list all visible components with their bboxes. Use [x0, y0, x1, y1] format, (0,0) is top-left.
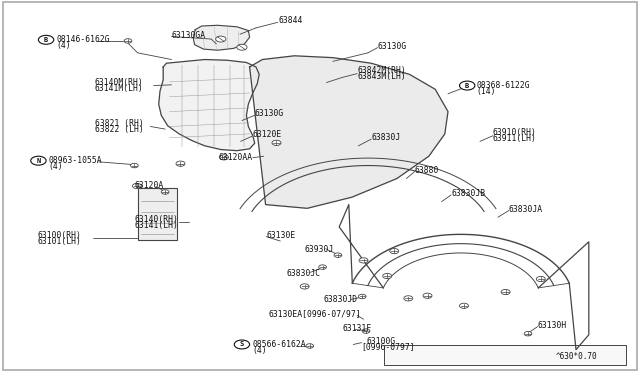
Text: 63911(LH): 63911(LH) — [493, 134, 537, 143]
Bar — [138, 188, 177, 240]
Text: 63120E: 63120E — [252, 130, 282, 139]
Text: 63140(RH): 63140(RH) — [134, 215, 179, 224]
Text: 63830JA: 63830JA — [509, 205, 543, 214]
Polygon shape — [250, 56, 448, 208]
Text: 63130EA[0996-07/97]: 63130EA[0996-07/97] — [269, 310, 362, 318]
Text: ^630*0.70: ^630*0.70 — [556, 352, 597, 361]
Circle shape — [423, 293, 432, 298]
Text: 63930J: 63930J — [305, 245, 334, 254]
Text: 63821 (RH): 63821 (RH) — [95, 119, 143, 128]
Text: 63830J: 63830J — [371, 133, 401, 142]
Text: 63842M(RH): 63842M(RH) — [357, 66, 406, 75]
Text: 63100G: 63100G — [366, 337, 396, 346]
Circle shape — [176, 161, 185, 166]
Text: 63130GA: 63130GA — [172, 31, 205, 40]
Circle shape — [216, 36, 226, 42]
Circle shape — [460, 81, 475, 90]
Text: 63130E: 63130E — [266, 231, 296, 240]
Text: (4): (4) — [252, 346, 267, 355]
Text: (14): (14) — [477, 87, 496, 96]
Circle shape — [334, 253, 342, 257]
Circle shape — [300, 284, 309, 289]
Circle shape — [272, 140, 281, 145]
Text: 63120A: 63120A — [134, 182, 164, 190]
Text: 63822 (LH): 63822 (LH) — [95, 125, 143, 134]
Circle shape — [390, 248, 399, 254]
Text: [0996-0797]: [0996-0797] — [362, 343, 415, 352]
Circle shape — [38, 35, 54, 44]
Circle shape — [536, 276, 545, 282]
Text: 63830JC: 63830JC — [287, 269, 321, 278]
Circle shape — [359, 258, 368, 263]
Text: 63130G: 63130G — [378, 42, 407, 51]
Circle shape — [358, 294, 366, 299]
Text: 63101(LH): 63101(LH) — [37, 237, 81, 246]
Text: 63130H: 63130H — [538, 321, 567, 330]
Circle shape — [131, 163, 138, 168]
Circle shape — [306, 344, 314, 348]
Text: 08146-6162G: 08146-6162G — [56, 35, 110, 44]
Circle shape — [132, 183, 141, 189]
Text: (4): (4) — [56, 41, 71, 50]
Circle shape — [501, 289, 510, 295]
Circle shape — [319, 265, 326, 269]
Text: B: B — [465, 83, 469, 89]
Text: 08368-6122G: 08368-6122G — [477, 81, 531, 90]
Text: 08566-6162A: 08566-6162A — [252, 340, 306, 349]
Text: 63140M(RH): 63140M(RH) — [95, 78, 143, 87]
Text: B: B — [44, 37, 48, 43]
Bar — [384, 345, 626, 365]
Text: 63910(RH): 63910(RH) — [493, 128, 537, 137]
Text: 63880: 63880 — [415, 166, 439, 174]
Circle shape — [234, 340, 250, 349]
Circle shape — [237, 44, 247, 50]
Text: 63131F: 63131F — [342, 324, 372, 333]
Polygon shape — [193, 25, 250, 50]
Text: (4): (4) — [49, 162, 63, 171]
Text: 63120AA: 63120AA — [219, 153, 253, 162]
Text: 63830JB: 63830JB — [451, 189, 485, 198]
Text: 63844: 63844 — [278, 16, 303, 25]
Text: 63830JD: 63830JD — [323, 295, 357, 304]
Text: 63141M(LH): 63141M(LH) — [95, 84, 143, 93]
Circle shape — [362, 329, 370, 333]
Text: S: S — [240, 341, 244, 347]
Text: 63141(LH): 63141(LH) — [134, 221, 179, 230]
Text: 63100(RH): 63100(RH) — [37, 231, 81, 240]
Text: 63130G: 63130G — [255, 109, 284, 118]
Circle shape — [161, 190, 169, 194]
Circle shape — [404, 296, 413, 301]
Circle shape — [383, 273, 392, 279]
Text: 08963-1055A: 08963-1055A — [49, 156, 102, 165]
Circle shape — [524, 331, 532, 336]
Circle shape — [220, 155, 228, 160]
Polygon shape — [159, 60, 259, 151]
Text: N: N — [36, 158, 40, 164]
Circle shape — [460, 303, 468, 308]
Circle shape — [31, 156, 46, 165]
Text: 63843M(LH): 63843M(LH) — [357, 72, 406, 81]
Circle shape — [124, 39, 132, 43]
